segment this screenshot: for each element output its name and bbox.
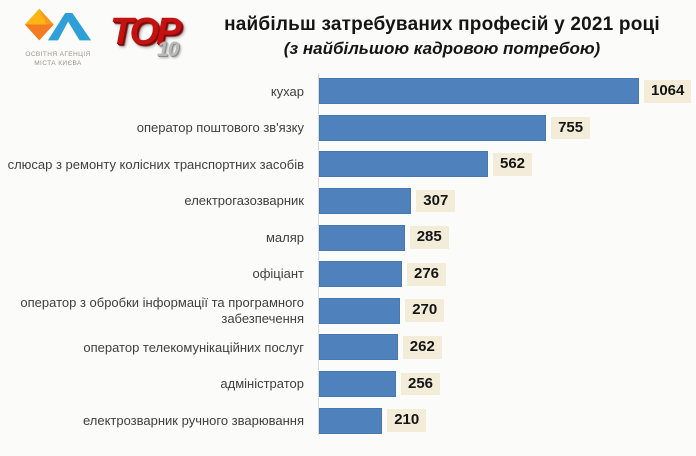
category-label: офіціант: [252, 266, 304, 282]
category-label: оператор з обробки інформації та програм…: [20, 295, 304, 326]
category-label: маляр: [265, 229, 304, 245]
bar-track: 210: [318, 407, 696, 434]
bar-chart: кухар 1064 оператор поштового зв'язку 755 сл…: [0, 73, 696, 439]
chart-row: оператор телекомунікаційних послуг 262: [0, 329, 696, 366]
chart-row: оператор з обробки інформації та програм…: [0, 293, 696, 330]
bar-track: 285: [318, 224, 696, 251]
title-line1: найбільш затребуваних професій у 2021 ро…: [224, 14, 660, 35]
chart-row: електрогазозварник 307: [0, 183, 696, 220]
bar-track: 262: [318, 334, 696, 361]
top10-number: 10: [157, 38, 179, 61]
category-label: кухар: [270, 83, 304, 99]
agency-logo-line1: ОСВІТНЯ АГЕНЦІЯ: [25, 51, 91, 58]
value-label: 270: [405, 299, 445, 323]
category-label: оператор поштового зв'язку: [136, 120, 304, 136]
bar: [319, 334, 398, 361]
top10-word: TOP: [110, 11, 181, 53]
header: ОСВІТНЯ АГЕНЦІЯ МІСТА КИЄВА TOP 10 найбі…: [0, 0, 696, 69]
bar-track: 270: [318, 297, 696, 324]
bar: [319, 371, 396, 398]
value-label: 276: [407, 262, 447, 286]
agency-logo-line2: МІСТА КИЄВА: [34, 59, 82, 67]
bar-track: 562: [318, 151, 696, 178]
category-label: оператор телекомунікаційних послуг: [83, 339, 304, 355]
chart-row: кухар 1064: [0, 73, 696, 110]
bar: [319, 151, 488, 178]
bar-track: 755: [318, 114, 696, 141]
category-label: електрозварник ручного зварювання: [82, 412, 304, 428]
chart-row: електрозварник ручного зварювання 210: [0, 402, 696, 439]
value-label: 285: [409, 226, 449, 250]
agency-logo-icon: [24, 8, 92, 41]
bar-track: 1064: [318, 78, 696, 105]
bar: [319, 224, 405, 251]
value-label: 256: [401, 372, 441, 396]
category-label: слюсар з ремонту колісних транспортних з…: [7, 156, 304, 172]
bar-track: 256: [318, 371, 696, 398]
chart-row: адміністратор 256: [0, 366, 696, 403]
bar: [319, 114, 547, 141]
chart-row: офіціант 276: [0, 256, 696, 293]
value-label: 262: [402, 336, 442, 359]
bar-track: 307: [318, 188, 696, 215]
chart-row: маляр 285: [0, 219, 696, 256]
chart-row: слюсар з ремонту колісних транспортних з…: [0, 146, 696, 183]
value-label: 307: [416, 189, 456, 213]
agency-logo: ОСВІТНЯ АГЕНЦІЯ МІСТА КИЄВА: [12, 7, 104, 69]
bar: [319, 261, 402, 288]
bar: [319, 188, 412, 215]
category-label: електрогазозварник: [184, 193, 304, 209]
category-label: адміністратор: [220, 376, 304, 392]
page-title: найбільш затребуваних професій у 2021 ро…: [198, 14, 686, 59]
value-label: 210: [387, 409, 427, 433]
bar: [319, 78, 639, 105]
bar-track: 276: [318, 261, 696, 288]
bar: [319, 407, 383, 434]
chart-row: оператор поштового зв'язку 755: [0, 110, 696, 147]
chart-rows: кухар 1064 оператор поштового зв'язку 755 сл…: [0, 73, 696, 439]
value-label: 755: [551, 116, 591, 140]
title-line2: (з найбільшою кадровою потребою): [283, 39, 601, 58]
top10-logo: TOP 10: [110, 9, 198, 67]
agency-logo-text: ОСВІТНЯ АГЕНЦІЯ МІСТА КИЄВА: [12, 51, 104, 69]
value-label: 562: [493, 153, 533, 176]
value-label: 1064: [644, 79, 692, 103]
bar: [319, 297, 401, 324]
